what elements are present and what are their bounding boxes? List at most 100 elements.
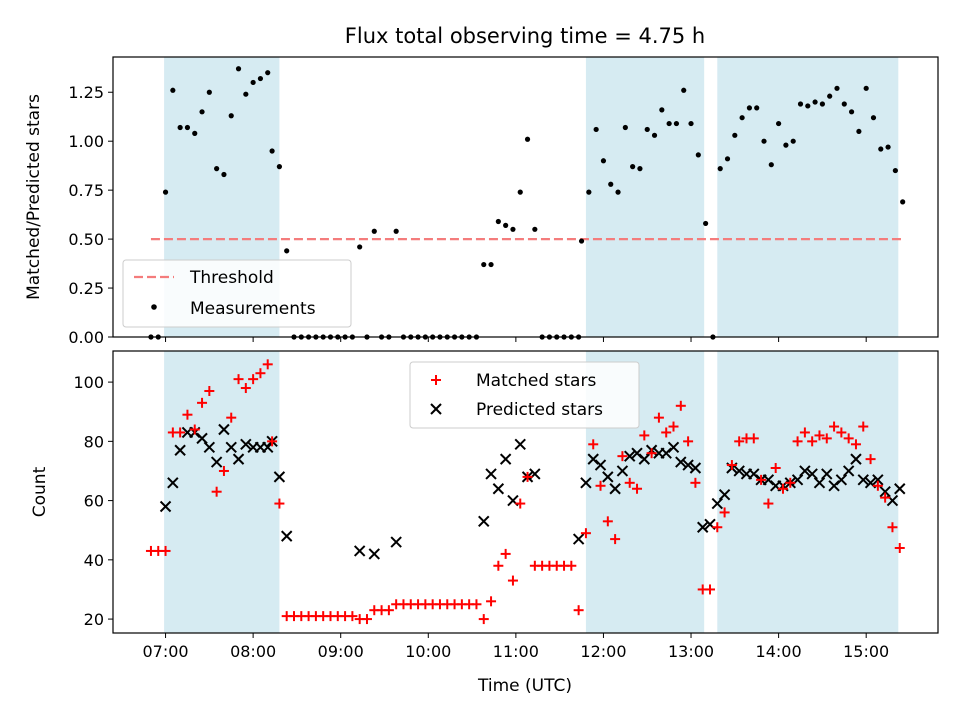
top-y-tick-label: 0.75: [68, 181, 104, 200]
measurement-point: [783, 142, 789, 148]
matched-star-point: [850, 439, 861, 450]
measurement-point: [177, 124, 183, 131]
measurement-point: [481, 261, 487, 268]
matched-star-point: [267, 436, 278, 447]
predicted-star-point: [262, 441, 274, 453]
bottom-x-tick: 10:00: [405, 633, 451, 661]
matched-star-point: [639, 430, 650, 441]
measurement-point: [228, 113, 234, 119]
predicted-star-point: [572, 533, 585, 545]
predicted-star-point: [733, 465, 745, 477]
predicted-star-point: [368, 548, 380, 560]
measurement-point: [199, 109, 205, 115]
shaded-interval: [717, 57, 899, 337]
predicted-star-point: [240, 438, 252, 451]
measurement-point: [600, 158, 607, 164]
predicted-star-point: [689, 462, 702, 474]
bottom-x-tick: 13:00: [668, 633, 714, 661]
matched-star-point: [262, 359, 273, 370]
bottom-panel: 20 40 60 80 100 07:00 08:00 09:00 10:00 11:00 12:…: [30, 350, 939, 696]
bottom-x-tick: 09:00: [318, 633, 364, 661]
measurement-point: [637, 166, 643, 172]
bottom-x-tick-label: 10:00: [405, 642, 451, 661]
measurement-point: [170, 87, 176, 93]
measurement-point: [644, 126, 650, 133]
predicted-star-point: [879, 485, 891, 498]
matched-star-point: [865, 454, 876, 465]
matched-star-point: [770, 463, 781, 474]
bottom-y-tick: 80: [84, 432, 113, 451]
matched-star-point: [175, 427, 186, 438]
bottom-x-axis-label: Time (UTC): [477, 676, 572, 696]
measurement-point: [768, 162, 774, 168]
matched-legend-label: Matched stars: [476, 371, 596, 391]
matched-star-point: [588, 439, 599, 450]
bottom-y-tick-label: 80: [84, 432, 104, 451]
measurement-point: [805, 103, 811, 109]
measurement-point: [797, 101, 804, 107]
matched-star-point: [668, 421, 679, 432]
matched-star-point: [493, 560, 504, 571]
top-y-tick-label: 0.00: [68, 328, 104, 347]
top-panel: 0.00 0.25 0.50 0.75 1.00 1.25 Matched/Predict…: [24, 56, 939, 347]
matched-star-point: [624, 477, 635, 488]
predicted-star-point: [813, 477, 826, 489]
predicted-star-point: [711, 497, 724, 510]
top-chart-title: Flux total observing time = 4.75 h: [345, 24, 705, 48]
measurement-point: [615, 189, 621, 195]
measurement-point: [856, 128, 862, 135]
matched-star-point: [894, 542, 905, 553]
measurement-point: [184, 124, 191, 131]
measurement-point: [206, 89, 212, 95]
top-y-tick: 0.50: [68, 230, 113, 249]
top-legend: Threshold Measurements: [122, 259, 352, 328]
predicted-star-point: [616, 465, 629, 477]
matched-star-point: [872, 480, 883, 491]
predicted-star-point: [857, 474, 869, 486]
top-plot-frame: [112, 56, 939, 338]
measurements-points: [148, 66, 906, 340]
bottom-x-tick-label: 11:00: [493, 642, 539, 661]
bottom-legend-box: [409, 361, 640, 429]
predicted-star-point: [196, 432, 208, 445]
measurement-point: [812, 99, 818, 105]
measurement-point: [488, 261, 494, 268]
measurement-point: [900, 199, 906, 205]
measurement-point: [532, 226, 538, 232]
predicted-star-point: [602, 471, 614, 483]
bottom-x-tick-label: 15:00: [843, 642, 889, 661]
predicted-star-point: [514, 438, 526, 451]
matched-star-point: [160, 545, 171, 556]
matched-star-point: [248, 374, 259, 385]
matched-star-point: [486, 596, 497, 607]
measurement-point: [192, 130, 198, 136]
measurement-point: [673, 120, 680, 127]
bottom-y-ticks: 20 40 60 80 100: [73, 373, 113, 629]
measurement-point: [250, 79, 256, 86]
measurement-point: [651, 132, 658, 138]
matched-star-point: [675, 400, 686, 411]
bottom-y-tick-label: 60: [84, 492, 104, 511]
matched-star-point: [580, 528, 591, 539]
measurement-point: [688, 120, 694, 127]
matched-star-point: [748, 433, 759, 444]
measurement-point: [630, 164, 636, 170]
measurement-point: [732, 132, 738, 138]
matched-star-point: [522, 471, 533, 482]
bottom-x-tick: 12:00: [580, 633, 627, 661]
bottom-y-tick: 60: [84, 492, 113, 511]
measurement-point: [681, 87, 687, 93]
measurement-point: [622, 124, 628, 131]
measurement-point: [878, 146, 884, 152]
measurement-point: [221, 171, 227, 178]
predicted-star-point: [609, 483, 621, 495]
matched-star-point: [274, 498, 285, 509]
matched-star-point: [595, 480, 606, 491]
predicted-star-point: [850, 453, 862, 465]
bottom-y-tick-label: 20: [84, 610, 104, 629]
matched-star-point: [383, 605, 394, 616]
predicted-stars-points: [159, 423, 906, 560]
predicted-star-point: [478, 515, 490, 528]
bottom-x-tick: 14:00: [756, 633, 802, 661]
